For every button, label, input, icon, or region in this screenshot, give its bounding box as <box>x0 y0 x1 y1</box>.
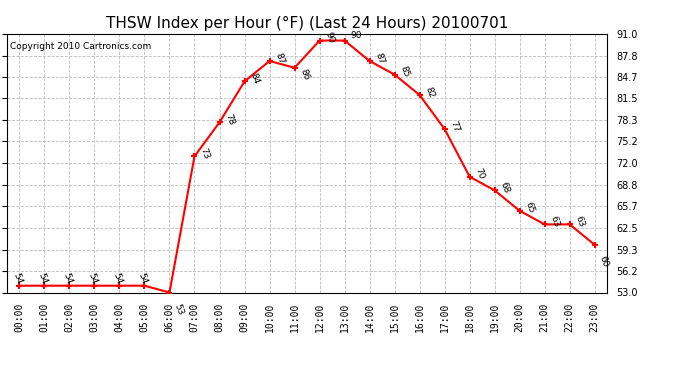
Text: 77: 77 <box>448 119 461 133</box>
Text: 54: 54 <box>11 272 23 286</box>
Text: 54: 54 <box>61 272 73 286</box>
Text: 63: 63 <box>574 215 586 229</box>
Text: 54: 54 <box>36 272 48 286</box>
Text: 78: 78 <box>224 112 236 126</box>
Text: Copyright 2010 Cartronics.com: Copyright 2010 Cartronics.com <box>10 42 151 51</box>
Text: 53: 53 <box>172 302 185 316</box>
Text: 90: 90 <box>350 30 362 39</box>
Text: 84: 84 <box>248 72 261 86</box>
Text: 85: 85 <box>399 65 411 79</box>
Text: 90: 90 <box>324 31 336 45</box>
Text: 70: 70 <box>474 167 486 181</box>
Text: 86: 86 <box>299 68 311 82</box>
Text: 54: 54 <box>111 272 124 286</box>
Text: 87: 87 <box>374 51 386 65</box>
Text: 73: 73 <box>199 147 211 160</box>
Text: 54: 54 <box>136 272 148 286</box>
Text: 54: 54 <box>86 272 99 286</box>
Text: 63: 63 <box>549 215 561 229</box>
Text: 68: 68 <box>499 181 511 195</box>
Text: 65: 65 <box>524 201 536 215</box>
Text: 87: 87 <box>274 51 286 65</box>
Title: THSW Index per Hour (°F) (Last 24 Hours) 20100701: THSW Index per Hour (°F) (Last 24 Hours)… <box>106 16 509 31</box>
Text: 82: 82 <box>424 86 436 99</box>
Text: 60: 60 <box>598 255 610 268</box>
